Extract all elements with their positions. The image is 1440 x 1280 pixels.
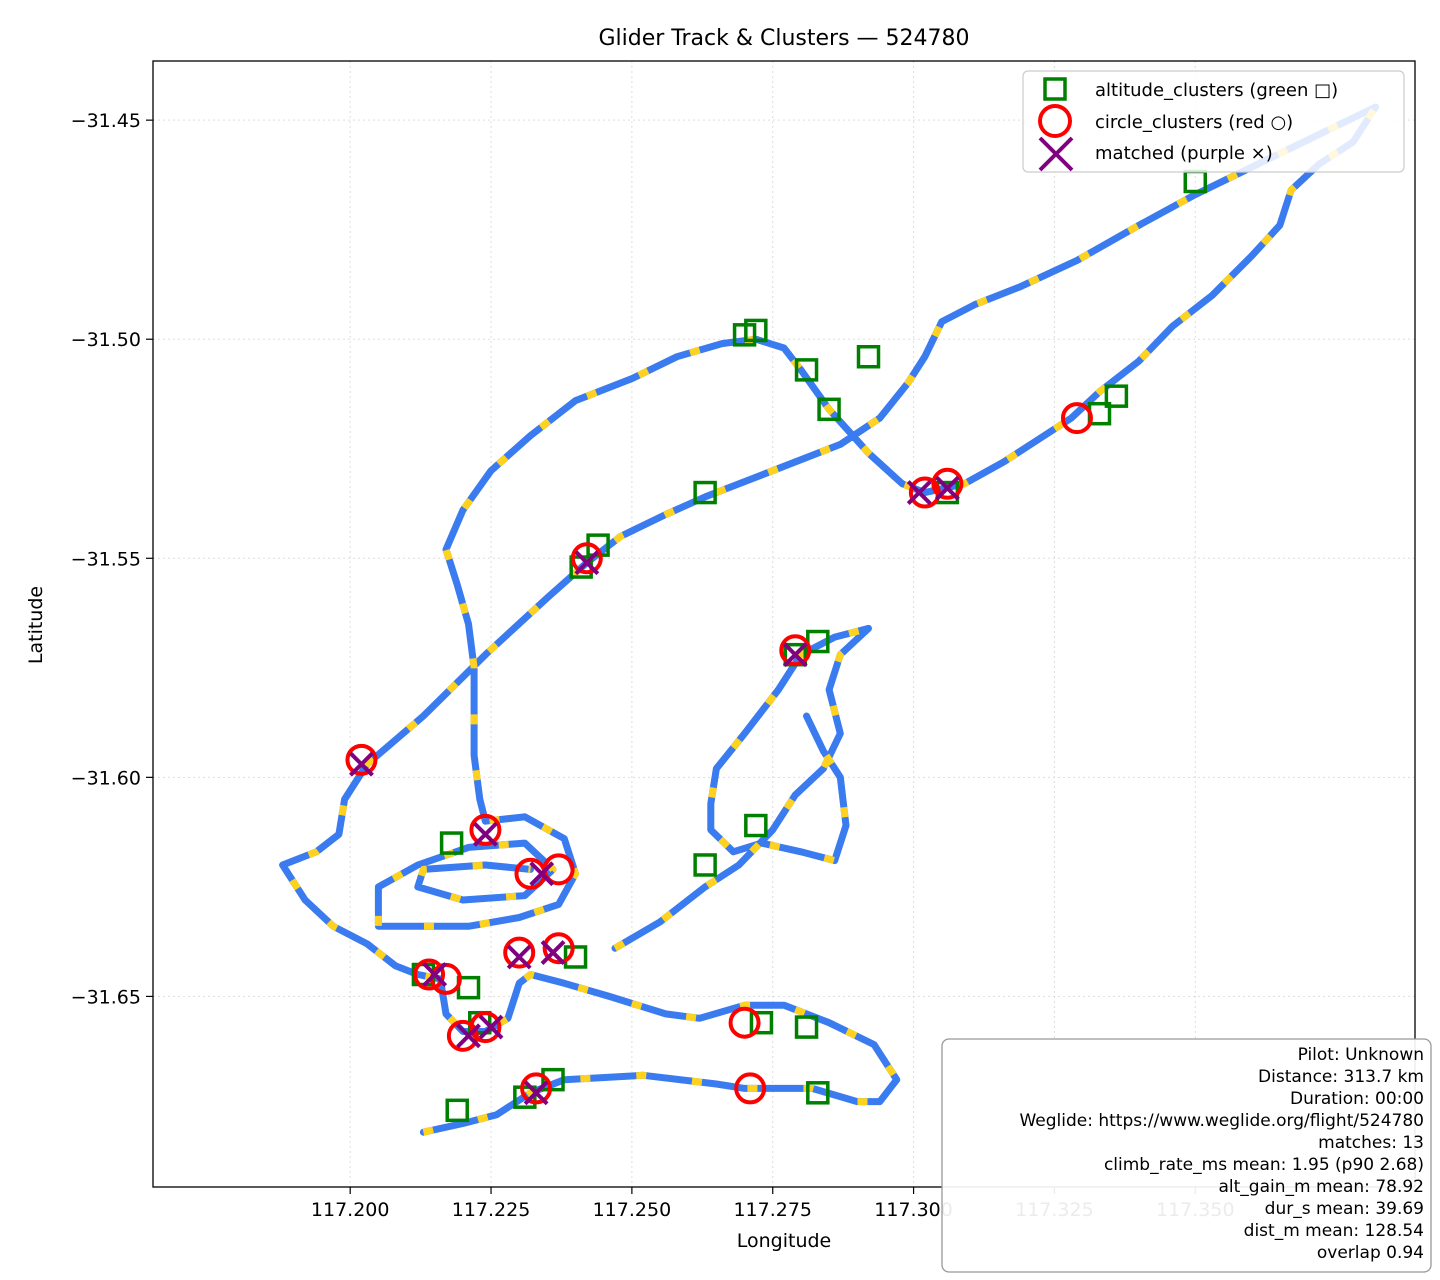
altitude-cluster-marker xyxy=(744,813,768,838)
altitude-cluster-marker xyxy=(513,1085,537,1109)
matched-marker xyxy=(906,480,932,505)
circle-cluster-marker xyxy=(542,932,575,965)
info-duration-mean: dur_s mean: 39.69 xyxy=(1265,1199,1424,1219)
matched-marker xyxy=(456,1023,481,1049)
circle-cluster-marker xyxy=(734,1072,767,1105)
circle-cluster-marker xyxy=(469,1011,502,1044)
info-distance: Distance: 313.7 km xyxy=(1258,1067,1424,1087)
info-alt-gain: alt_gain_m mean: 78.92 xyxy=(1219,1177,1425,1197)
info-distance-mean: dist_m mean: 128.54 xyxy=(1244,1221,1424,1241)
info-weglide-link: Weglide: https://www.weglide.org/flight/… xyxy=(1019,1111,1424,1131)
y-tick-label: −31.45 xyxy=(71,110,141,132)
y-tick-label: −31.50 xyxy=(71,329,141,351)
altitude-cluster-marker xyxy=(693,480,717,505)
y-axis-label: Latitude xyxy=(25,586,47,664)
matched-marker xyxy=(540,940,566,966)
legend: altitude_clusters (green □) circle_clust… xyxy=(1022,70,1405,173)
altitude-cluster-marker xyxy=(693,853,717,877)
legend-box xyxy=(1022,70,1405,173)
matched-marker xyxy=(574,550,600,576)
chart-title: Glider Track & Clusters — 524780 xyxy=(598,26,969,51)
circle-cluster-marker xyxy=(779,634,812,667)
altitude-cluster-marker xyxy=(563,945,588,969)
track-segment-highlight xyxy=(613,624,872,952)
altitude-cluster-marker xyxy=(744,318,768,343)
circle-cluster-marker xyxy=(345,743,378,776)
legend-square-icon xyxy=(1043,77,1067,101)
circle-cluster-marker xyxy=(1060,402,1093,435)
altitude-cluster-marker xyxy=(817,397,841,422)
info-overlap: overlap 0.94 xyxy=(1317,1243,1424,1263)
circle-cluster-marker xyxy=(728,1006,761,1039)
altitude-cluster-marker xyxy=(445,1098,469,1123)
y-tick-label: −31.65 xyxy=(71,986,141,1008)
x-tick-label: 117.200 xyxy=(311,1199,390,1221)
circle-cluster-marker xyxy=(931,467,964,500)
info-climb-rate: climb_rate_ms mean: 1.95 (p90 2.68) xyxy=(1104,1155,1424,1175)
matched-marker xyxy=(478,1014,504,1040)
circle-cluster-marker xyxy=(570,542,603,575)
matched-marker xyxy=(349,751,374,777)
x-tick-label: 117.275 xyxy=(733,1199,812,1221)
altitude-cluster-marker xyxy=(794,1015,819,1039)
matched-marker xyxy=(782,642,808,668)
x-tick-label: 117.300 xyxy=(874,1199,953,1221)
legend-label-matched: matched (purple ×) xyxy=(1095,143,1273,164)
altitude-cluster-marker xyxy=(794,358,819,382)
altitude-cluster-marker xyxy=(541,1067,565,1092)
altitude-cluster-marker xyxy=(439,831,464,855)
legend-circle-icon xyxy=(1038,104,1072,138)
altitude-cluster-marker xyxy=(1104,384,1129,408)
matched-marker xyxy=(934,475,960,501)
x-axis-label: Longitude xyxy=(737,1230,832,1252)
info-box-frame xyxy=(941,1038,1432,1273)
matched-marker xyxy=(422,962,448,987)
info-box: Pilot: Unknown Distance: 313.7 km Durati… xyxy=(941,1038,1432,1273)
altitude-cluster-marker xyxy=(856,344,881,369)
legend-label-circle: circle_clusters (red ○) xyxy=(1095,112,1293,133)
x-tick-label: 117.250 xyxy=(593,1199,672,1221)
altitude-cluster-marker xyxy=(749,1010,774,1035)
info-duration: Duration: 00:00 xyxy=(1290,1089,1424,1109)
axes-frame xyxy=(152,60,1416,1188)
y-axis-ticks: −31.45 −31.50 −31.55 −31.60 −31.65 xyxy=(71,110,153,1008)
y-tick-label: −31.60 xyxy=(71,767,141,789)
y-tick-label: −31.55 xyxy=(71,548,141,570)
info-pilot: Pilot: Unknown xyxy=(1298,1045,1424,1065)
x-tick-label: 117.225 xyxy=(452,1199,531,1221)
circle-cluster-marker xyxy=(503,936,536,969)
info-matches: matches: 13 xyxy=(1318,1133,1424,1153)
legend-label-altitude: altitude_clusters (green □) xyxy=(1095,80,1338,101)
matched-marker xyxy=(523,1080,549,1106)
matched-marker xyxy=(506,944,532,970)
circle-cluster-marker xyxy=(469,813,502,846)
circle-cluster-marker xyxy=(520,1072,553,1105)
matched-marker xyxy=(472,821,498,847)
matched-marker xyxy=(529,861,555,887)
track-segment-highlight xyxy=(279,103,1380,1136)
altitude-cluster-marker xyxy=(806,1081,830,1105)
circle-cluster-marker xyxy=(413,958,446,991)
